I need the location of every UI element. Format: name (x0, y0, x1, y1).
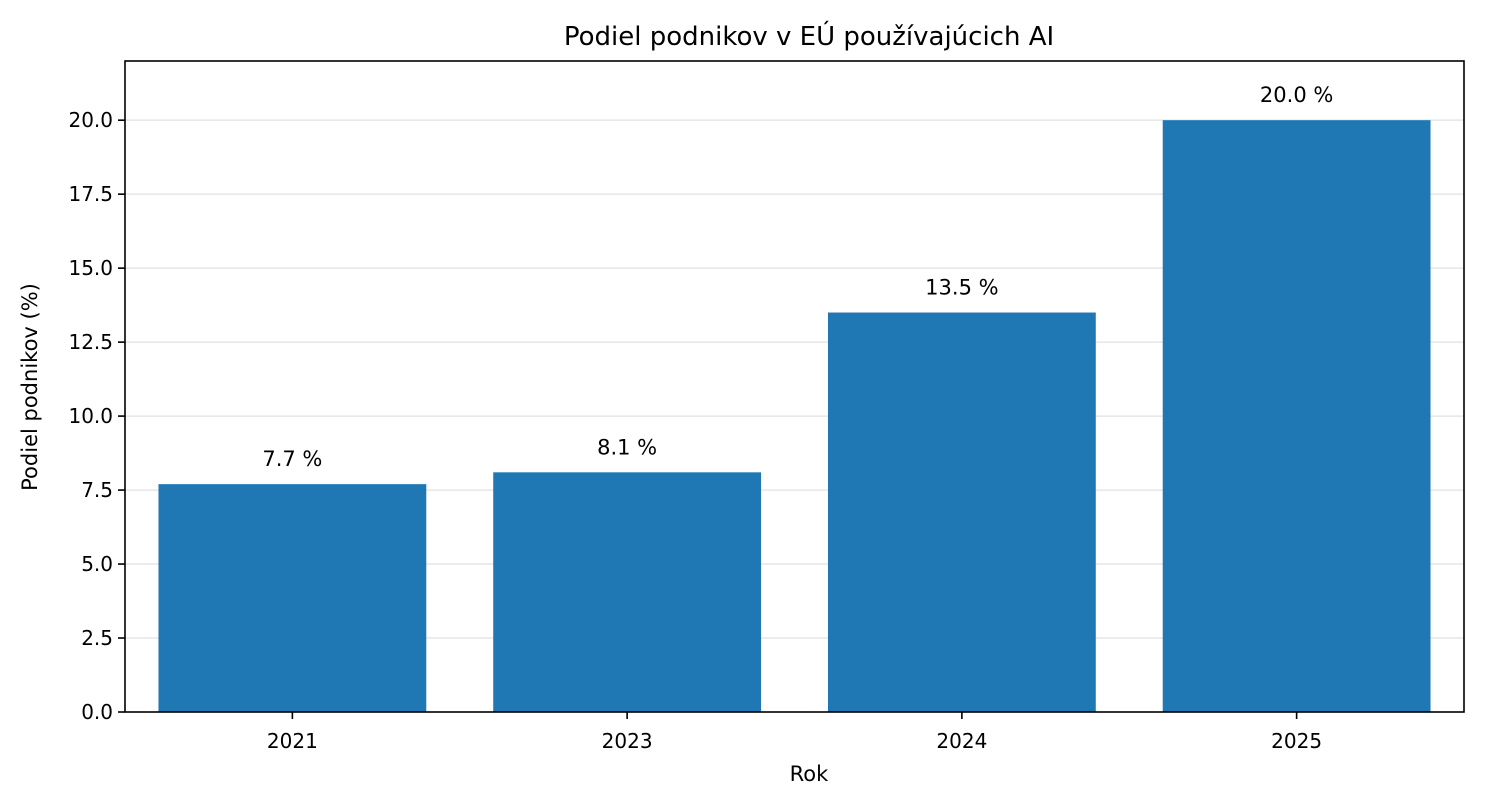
bar-2024 (827, 312, 1096, 712)
y-axis: 0.0 2.5 5.0 7.5 10.0 12.5 15.0 17.5 20.0 (68, 108, 125, 724)
y-tick-label: 12.5 (68, 330, 113, 354)
y-tick-label: 7.5 (81, 478, 113, 502)
y-tick-label: 17.5 (68, 182, 113, 206)
plot-frame (124, 60, 1465, 713)
y-tick-label: 2.5 (81, 626, 113, 650)
bars (158, 120, 1431, 712)
y-tick-label: 20.0 (68, 108, 113, 132)
y-tick-label: 15.0 (68, 256, 113, 280)
y-tick-label: 0.0 (81, 700, 113, 724)
x-tick-label: 2025 (1271, 729, 1322, 753)
bar-value-label: 20.0 % (1260, 83, 1333, 107)
y-axis-label: Podiel podnikov (%) (18, 283, 42, 491)
y-tick-label: 10.0 (68, 404, 113, 428)
x-axis-label: Rok (790, 762, 829, 786)
bar-value-label: 8.1 % (597, 435, 657, 459)
chart-title: Podiel podnikov v EÚ používajúcich AI (564, 20, 1054, 52)
y-tick-label: 5.0 (81, 552, 113, 576)
bar-value-label: 7.7 % (262, 447, 322, 471)
x-tick-label: 2024 (936, 729, 987, 753)
bar-2025 (1162, 120, 1431, 712)
bar-2021 (158, 484, 427, 712)
x-tick-label: 2023 (602, 729, 653, 753)
bar-value-label: 13.5 % (925, 276, 998, 300)
x-axis: 2021 2023 2024 2025 (267, 712, 1322, 753)
bar-2023 (493, 472, 762, 712)
x-tick-label: 2021 (267, 729, 318, 753)
bar-value-labels: 7.7 % 8.1 % 13.5 % 20.0 % (262, 83, 1333, 471)
